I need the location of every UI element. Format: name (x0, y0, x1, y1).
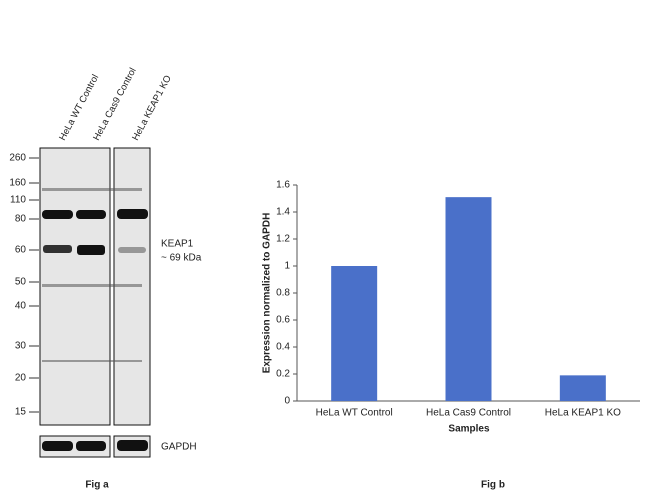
loading-label: GAPDH (161, 442, 197, 453)
y-tick-label: 0.2 (276, 369, 290, 380)
y-tick-label: 0.8 (276, 288, 290, 299)
y-axis-label: Expression normalized to GAPDH (262, 213, 273, 374)
marker-label: 15 (15, 407, 27, 418)
lane-label: HeLa KEAP1 KO (130, 74, 174, 143)
marker-label: 260 (9, 153, 26, 164)
caption: Fig a (85, 480, 109, 491)
y-tick-label: 0 (284, 396, 290, 407)
band (117, 209, 148, 219)
band (118, 247, 146, 253)
bar (331, 266, 378, 401)
band (76, 210, 106, 219)
marker-label: 160 (9, 178, 26, 189)
band (42, 188, 142, 191)
marker-label: 50 (15, 277, 27, 288)
y-tick-label: 0.6 (276, 315, 290, 326)
x-tick-label: HeLa Cas9 Control (426, 408, 511, 419)
bar (445, 197, 492, 401)
western-blot: HeLa WT Control HeLa Cas9 Control HeLa K… (9, 66, 201, 491)
y-tick-label: 1.2 (276, 234, 290, 245)
x-tick-label: HeLa KEAP1 KO (545, 408, 621, 419)
band (117, 440, 148, 451)
x-tick-label: HeLa WT Control (316, 408, 393, 419)
marker-ladder: 260 160 110 80 60 50 40 30 20 15 (9, 153, 39, 418)
y-tick-label: 1 (284, 261, 290, 272)
marker-label: 80 (15, 214, 27, 225)
y-tick-label: 1.4 (276, 207, 290, 218)
x-axis-label: Samples (448, 424, 490, 435)
bar (559, 375, 606, 401)
band (42, 441, 73, 451)
band (42, 210, 73, 219)
bar-chart: Samples Expression normalized to GAPDH F… (262, 180, 640, 491)
band (77, 245, 105, 255)
caption: Fig b (481, 480, 505, 491)
y-tick-label: 1.6 (276, 180, 290, 191)
target-label: KEAP1 (161, 239, 194, 250)
marker-label: 30 (15, 341, 27, 352)
marker-label: 40 (15, 301, 27, 312)
y-tick-label: 0.4 (276, 342, 290, 353)
band (43, 245, 72, 253)
band (42, 284, 142, 287)
marker-label: 20 (15, 373, 27, 384)
band (76, 441, 106, 451)
marker-label: 60 (15, 245, 27, 256)
band (42, 360, 142, 362)
target-size: ~ 69 kDa (161, 253, 202, 264)
marker-label: 110 (10, 195, 26, 206)
